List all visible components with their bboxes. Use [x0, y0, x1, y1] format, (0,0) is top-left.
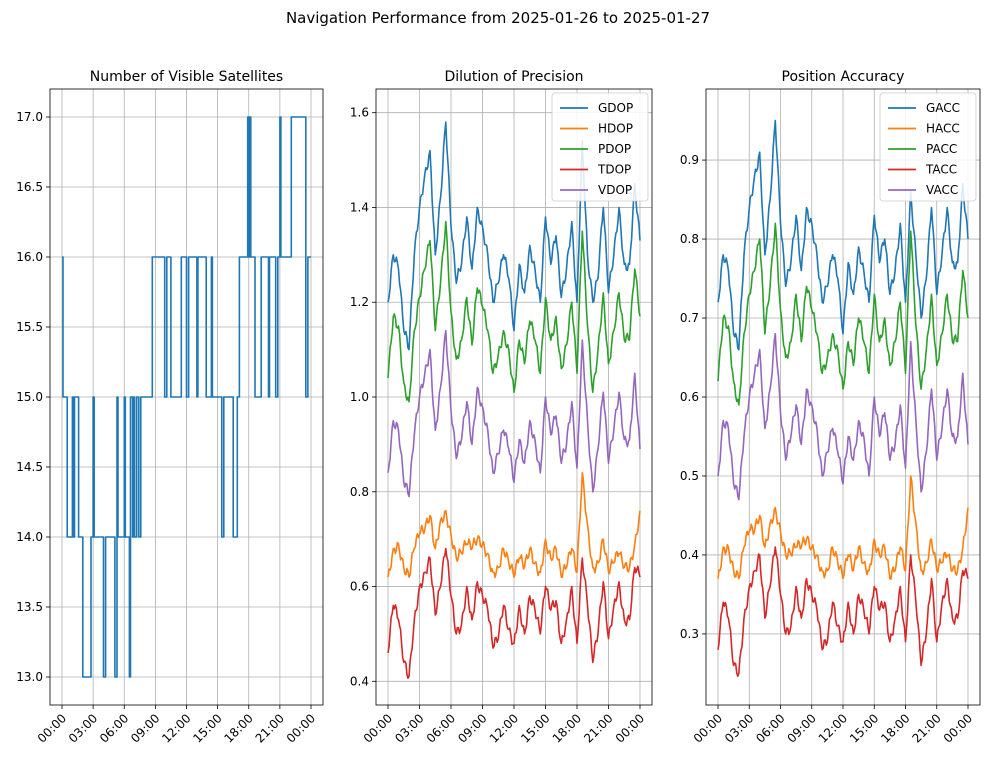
legend-label: HDOP: [598, 122, 633, 136]
y-tick-label: 0.8: [350, 485, 369, 499]
series-line-gacc: [717, 119, 969, 351]
y-tick-labels: 13.0 13.5 14.0 14.5 15.0 15.5 16.0 16.5 17.0: [16, 110, 50, 684]
y-tick-label: 0.5: [680, 469, 699, 483]
y-tick-label: 0.7: [680, 311, 699, 325]
y-tick-label: 0.9: [680, 153, 699, 167]
series-line-vdop: [387, 329, 641, 498]
y-tick-label: 1.4: [350, 200, 369, 214]
legend-label: PDOP: [598, 142, 631, 156]
series-line-pacc: [717, 222, 969, 406]
y-tick-label: 13.0: [16, 670, 43, 684]
series-group: [62, 116, 311, 678]
y-tick-label: 16.0: [16, 250, 43, 264]
series-line-satellites: [62, 116, 311, 678]
legend-label: TACC: [925, 163, 957, 177]
y-tick-label: 0.6: [350, 580, 369, 594]
legend-label: GACC: [926, 101, 960, 115]
y-tick-label: 15.5: [16, 320, 43, 334]
y-tick-labels: 0.3 0.4 0.5 0.6 0.7 0.8 0.9: [680, 153, 706, 641]
y-tick-label: 1.6: [350, 106, 369, 120]
y-tick-label: 0.3: [680, 627, 699, 641]
y-tick-label: 17.0: [16, 110, 43, 124]
y-tick-label: 13.5: [16, 600, 43, 614]
y-tick-label: 0.4: [350, 674, 369, 688]
legend-label: VDOP: [598, 183, 632, 197]
y-tick-label: 0.4: [680, 548, 699, 562]
legend-label: TDOP: [597, 163, 631, 177]
y-tick-label: 1.2: [350, 295, 369, 309]
chart-title: Position Accuracy: [782, 69, 905, 85]
series-line-hacc: [717, 475, 969, 580]
series-line-vacc: [717, 333, 969, 501]
figure-suptitle: Navigation Performance from 2025-01-26 t…: [286, 9, 710, 27]
legend-box: [551, 92, 649, 202]
series-line-gdop: [387, 121, 641, 351]
y-tick-label: 14.0: [16, 530, 43, 544]
y-tick-label: 16.5: [16, 180, 43, 194]
y-tick-label: 1.0: [350, 390, 369, 404]
legend-label: PACC: [926, 142, 957, 156]
y-tick-label: 0.8: [680, 232, 699, 246]
series-line-pdop: [387, 220, 641, 403]
legend-label: HACC: [926, 122, 960, 136]
legend-label: VACC: [926, 183, 958, 197]
legend-box: [879, 92, 977, 202]
chart-title: Number of Visible Satellites: [90, 69, 283, 85]
legend-label: GDOP: [598, 101, 633, 115]
series-group: [717, 119, 969, 677]
series-line-hdop: [387, 472, 641, 579]
chart-title: Dilution of Precision: [444, 69, 583, 85]
series-line-tacc: [717, 546, 969, 677]
y-tick-label: 0.6: [680, 390, 699, 404]
y-tick-label: 14.5: [16, 460, 43, 474]
series-group: [387, 121, 641, 679]
y-tick-label: 15.0: [16, 390, 43, 404]
y-tick-labels: 0.4 0.6 0.8 1.0 1.2 1.4 1.6: [350, 106, 376, 688]
legend: GACC HACC PACC TACC VACC: [879, 92, 977, 202]
legend: GDOP HDOP PDOP TDOP VDOP: [551, 92, 649, 202]
series-line-tdop: [387, 547, 641, 679]
